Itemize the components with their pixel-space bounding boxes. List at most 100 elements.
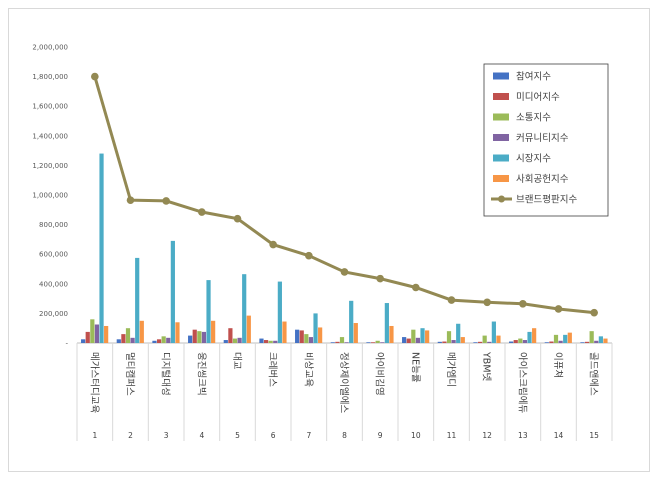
bar-미디어지수 <box>442 341 447 343</box>
legend-label: 사회공헌지수 <box>516 174 569 185</box>
bar-참여지수 <box>580 342 585 343</box>
rank-label: 7 <box>306 431 311 440</box>
category-label: 디지털대성 <box>160 352 172 396</box>
line-point <box>305 251 313 260</box>
bar-소통지수 <box>518 338 523 343</box>
rank-label: 3 <box>164 431 169 440</box>
bar-사회공헌지수 <box>282 321 287 343</box>
bar-시장지수 <box>99 153 104 343</box>
bar-사회공헌지수 <box>425 330 430 343</box>
bar-커뮤니티지수 <box>451 340 456 343</box>
bar-참여지수 <box>152 340 157 343</box>
legend-swatch <box>493 113 509 121</box>
bar-참여지수 <box>473 342 478 343</box>
legend-swatch <box>493 175 509 182</box>
line-point <box>269 240 277 249</box>
bar-사회공헌지수 <box>211 320 216 343</box>
bar-커뮤니티지수 <box>166 337 171 343</box>
line-point <box>162 197 170 205</box>
y-tick-label: 1,200,000 <box>32 162 68 170</box>
bar-참여지수 <box>223 340 228 343</box>
category-label: 웅진씽크빅 <box>195 352 206 396</box>
rank-label: 6 <box>271 431 276 440</box>
rank-label: 9 <box>378 431 383 440</box>
bar-소통지수 <box>339 337 345 343</box>
bar-커뮤니티지수 <box>487 341 492 343</box>
bar-커뮤니티지수 <box>273 340 278 343</box>
category-label: 크레버스 <box>267 352 278 387</box>
bar-참여지수 <box>330 342 335 343</box>
bar-사회공헌지수 <box>175 322 180 343</box>
bar-소통지수 <box>304 334 309 343</box>
bar-미디어지수 <box>263 340 269 343</box>
rank-label: 8 <box>342 431 347 440</box>
bar-미디어지수 <box>406 338 411 343</box>
bar-참여지수 <box>295 329 300 343</box>
y-tick-label: 1,000,000 <box>32 192 68 200</box>
rank-label: 10 <box>411 431 421 440</box>
bar-미디어지수 <box>192 329 197 343</box>
bar-커뮤니티지수 <box>380 342 385 343</box>
rank-label: 5 <box>235 431 240 440</box>
legend-swatch <box>493 134 509 141</box>
category-label: 비상교육 <box>302 352 313 387</box>
bar-미디어지수 <box>477 341 483 343</box>
bar-참여지수 <box>188 335 193 343</box>
category-label: 메가엠디 <box>445 352 457 387</box>
legend-label: 참여지수 <box>516 71 551 83</box>
bar-참여지수 <box>509 341 514 343</box>
bar-커뮤니티지수 <box>201 331 207 343</box>
bar-참여지수 <box>116 339 121 343</box>
line-point <box>91 72 99 81</box>
bar-시장지수 <box>170 240 175 343</box>
bar-커뮤니티지수 <box>237 337 242 343</box>
bar-사회공헌지수 <box>318 327 323 343</box>
line-point <box>340 268 349 276</box>
legend-label: 브랜드평판지수 <box>516 195 577 206</box>
bar-미디어지수 <box>513 340 518 343</box>
bar-사회공헌지수 <box>460 337 465 343</box>
y-tick-label: 1,600,000 <box>32 103 68 111</box>
rank-label: 13 <box>518 431 528 440</box>
bar-사회공헌지수 <box>353 323 358 343</box>
bar-사회공헌지수 <box>567 332 572 343</box>
category-label: 정상제이엘에스 <box>338 352 349 413</box>
y-tick-label: 1,800,000 <box>32 73 68 81</box>
bar-커뮤니티지수 <box>308 337 314 343</box>
bar-소통지수 <box>553 334 559 343</box>
category-label: YBM넷 <box>481 351 492 382</box>
bar-미디어지수 <box>549 341 554 343</box>
legend-marker <box>498 195 505 203</box>
bar-커뮤니티지수 <box>415 337 421 343</box>
category-label: 아이비김영 <box>374 352 386 396</box>
rank-label: 12 <box>482 431 492 440</box>
legend-swatch <box>493 72 509 80</box>
bar-미디어지수 <box>228 328 233 343</box>
bar-시장지수 <box>313 313 318 343</box>
legend-label: 시장지수 <box>516 154 551 165</box>
legend-label: 커뮤니티지수 <box>516 133 569 144</box>
bar-시장지수 <box>527 331 532 343</box>
bar-시장지수 <box>491 321 496 343</box>
category-label: NE능률 <box>409 352 420 383</box>
bar-참여지수 <box>366 342 371 343</box>
line-point <box>198 208 206 216</box>
y-tick-label: 200,000 <box>39 310 68 318</box>
bar-사회공헌지수 <box>532 328 537 343</box>
line-point <box>483 298 491 307</box>
category-label: 대교 <box>231 352 242 370</box>
bar-시장지수 <box>420 328 425 343</box>
bar-참여지수 <box>544 342 549 343</box>
bar-시장지수 <box>277 281 282 343</box>
bar-참여지수 <box>259 338 264 343</box>
bar-시장지수 <box>563 334 568 343</box>
bar-시장지수 <box>456 323 461 343</box>
category-label: 아이스크림에듀 <box>516 352 528 413</box>
line-point <box>233 214 242 223</box>
bar-커뮤니티지수 <box>558 340 563 343</box>
legend-label: 소통지수 <box>516 113 551 124</box>
bar-시장지수 <box>242 274 247 343</box>
y-tick-label: 800,000 <box>39 221 68 229</box>
category-label: 멀티캠퍼스 <box>124 352 136 396</box>
line-point <box>376 274 384 283</box>
